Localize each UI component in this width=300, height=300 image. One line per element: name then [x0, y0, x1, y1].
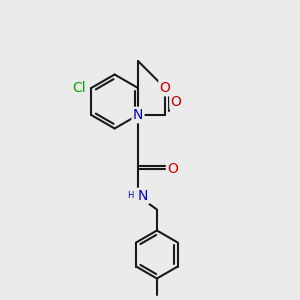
Text: O: O [171, 94, 182, 109]
Text: N: N [138, 189, 148, 203]
Text: Cl: Cl [72, 81, 86, 95]
Text: O: O [160, 81, 170, 95]
Text: N: N [133, 108, 143, 122]
Text: O: O [168, 162, 178, 176]
Text: H: H [127, 191, 133, 200]
